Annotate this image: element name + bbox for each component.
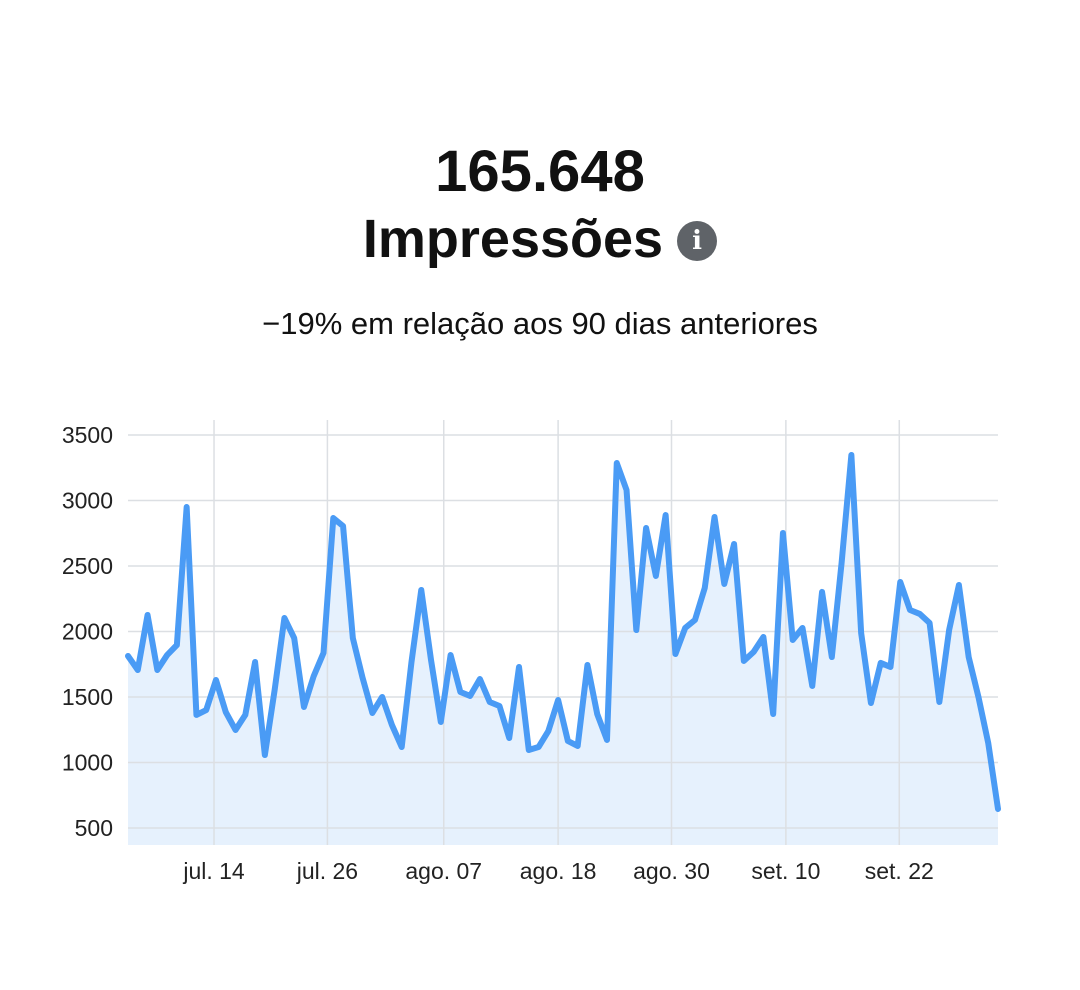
y-tick-label: 2000 — [62, 618, 113, 644]
x-tick-label: ago. 18 — [520, 858, 597, 884]
y-tick-label: 3000 — [62, 487, 113, 513]
y-tick-label: 500 — [75, 815, 113, 841]
x-tick-label: ago. 07 — [405, 858, 482, 884]
metric-label: Impressões — [362, 209, 664, 269]
x-tick-label: set. 22 — [865, 858, 934, 884]
y-tick-label: 2500 — [62, 553, 113, 579]
comparison-text: −19% em relação aos 90 dias anteriores — [262, 306, 818, 341]
impressions-line — [125, 452, 1001, 812]
x-tick-label: set. 10 — [751, 858, 820, 884]
area-fill — [128, 455, 998, 845]
y-tick-label: 1500 — [62, 684, 113, 710]
x-tick-label: jul. 14 — [182, 858, 245, 884]
total-impressions: 165.648 — [435, 139, 645, 204]
x-tick-label: jul. 26 — [296, 858, 358, 884]
metric-heading: Impressões i — [0, 208, 1080, 270]
y-tick-label: 3500 — [62, 422, 113, 448]
y-tick-label: 1000 — [62, 749, 113, 775]
info-icon[interactable]: i — [677, 221, 718, 261]
x-tick-label: ago. 30 — [633, 858, 710, 884]
